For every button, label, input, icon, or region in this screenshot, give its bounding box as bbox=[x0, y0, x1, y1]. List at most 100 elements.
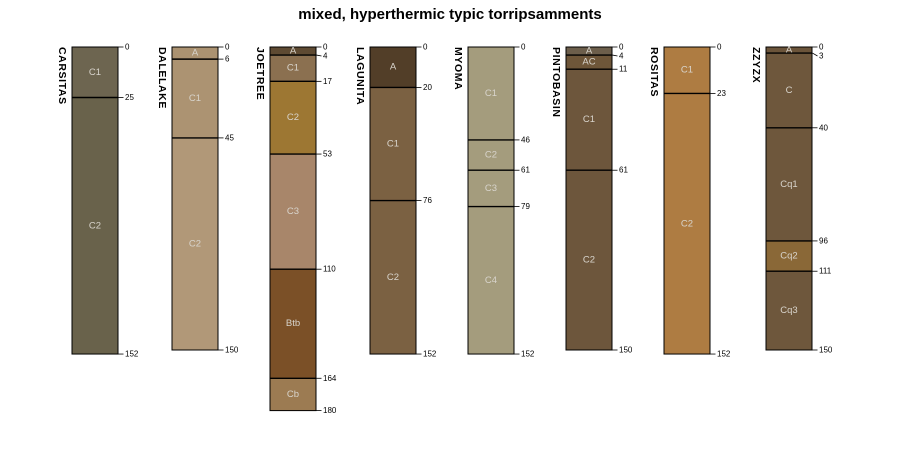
depth-tick-label: 23 bbox=[717, 89, 726, 98]
horizon-rect bbox=[270, 55, 316, 82]
profile-name-label: ZZYZX bbox=[750, 47, 762, 83]
depth-tick-label: 4 bbox=[619, 52, 624, 61]
horizon-label: AC bbox=[582, 57, 595, 68]
horizon-label: C1 bbox=[387, 138, 399, 149]
depth-tick-label: 152 bbox=[521, 350, 535, 359]
depth-tick-label: 76 bbox=[423, 196, 432, 205]
horizon-label: C2 bbox=[681, 218, 693, 229]
horizon-rect bbox=[270, 47, 316, 56]
depth-tick-label: 0 bbox=[521, 43, 526, 52]
horizon-label: C2 bbox=[583, 255, 595, 266]
depth-tick-label: 150 bbox=[619, 346, 633, 355]
profile-column-outline bbox=[467, 46, 515, 355]
horizon-rect bbox=[270, 81, 316, 155]
horizon-label: C2 bbox=[387, 272, 399, 283]
horizon-label: C1 bbox=[485, 88, 497, 99]
depth-tick-label: 180 bbox=[323, 406, 337, 415]
horizon-label: Btb bbox=[286, 318, 300, 329]
profile-lagunita: A C1 C2 0 20 76 152 LAGUNITA bbox=[354, 43, 437, 359]
horizon-label: C bbox=[786, 85, 793, 96]
depth-tick-label: 0 bbox=[819, 43, 824, 52]
horizon-label: A bbox=[192, 48, 199, 59]
profile-column-outline bbox=[765, 46, 813, 351]
horizon-rect bbox=[766, 271, 812, 350]
horizon-rect bbox=[172, 47, 218, 60]
depth-tick-label: 0 bbox=[423, 43, 428, 52]
horizon-label: A bbox=[290, 46, 297, 57]
horizon-rect bbox=[664, 93, 710, 355]
depth-tick-label: 61 bbox=[521, 166, 530, 175]
depth-tick-label: 96 bbox=[819, 236, 828, 245]
horizon-rect bbox=[664, 47, 710, 94]
profile-column-outline bbox=[71, 46, 119, 355]
horizon-label: C2 bbox=[189, 238, 201, 249]
depth-tick-label: 6 bbox=[225, 55, 230, 64]
horizon-rect bbox=[566, 69, 612, 171]
horizon-label: Cq1 bbox=[780, 179, 797, 190]
depth-tick-line bbox=[812, 52, 818, 57]
horizon-rect bbox=[468, 206, 514, 355]
depth-tick-line bbox=[612, 54, 618, 57]
profile-name-label: CARSITAS bbox=[56, 47, 68, 105]
horizon-label: C4 bbox=[485, 275, 497, 286]
depth-tick-label: 152 bbox=[423, 350, 437, 359]
depth-tick-label: 0 bbox=[717, 43, 722, 52]
horizon-rect bbox=[370, 47, 416, 88]
horizon-rect bbox=[370, 200, 416, 355]
depth-tick-label: 0 bbox=[323, 43, 328, 52]
depth-tick-label: 0 bbox=[225, 43, 230, 52]
depth-tick-label: 46 bbox=[521, 135, 530, 144]
depth-tick-label: 111 bbox=[819, 267, 832, 276]
horizon-rect bbox=[566, 55, 612, 70]
profile-column-outline bbox=[565, 46, 613, 351]
profile-dalelake: A C1 C2 0 6 45 150 DALELAKE bbox=[156, 43, 239, 355]
profile-pintobasin: AAC C1 C2 04 11 61 150 PINTOBASIN bbox=[550, 43, 633, 355]
depth-tick-label: 4 bbox=[323, 52, 328, 61]
horizon-rect bbox=[468, 139, 514, 171]
horizon-label: A bbox=[786, 45, 793, 56]
profile-column-outline bbox=[663, 46, 711, 355]
horizon-rect bbox=[270, 154, 316, 270]
depth-tick-label: 0 bbox=[125, 43, 130, 52]
depth-tick-label: 164 bbox=[323, 374, 337, 383]
profile-name-label: PINTOBASIN bbox=[550, 47, 562, 118]
horizon-rect bbox=[766, 53, 812, 128]
profile-name-label: ROSITAS bbox=[648, 47, 660, 97]
horizon-rect bbox=[468, 170, 514, 207]
depth-tick-label: 0 bbox=[619, 43, 624, 52]
depth-tick-label: 152 bbox=[125, 350, 139, 359]
depth-tick-label: 3 bbox=[819, 52, 824, 61]
depth-tick-label: 17 bbox=[323, 77, 332, 86]
depth-tick-line bbox=[316, 54, 322, 57]
depth-tick-label: 110 bbox=[323, 265, 336, 274]
depth-tick-label: 25 bbox=[125, 93, 134, 102]
profile-myoma: C1 C2 C3 C4 0 46 61 79 152 MYOMA bbox=[452, 43, 535, 359]
depth-tick-label: 53 bbox=[323, 150, 332, 159]
horizon-rect bbox=[172, 59, 218, 138]
horizon-rect bbox=[566, 47, 612, 56]
horizon-label: A bbox=[390, 62, 397, 73]
horizon-label: C3 bbox=[485, 183, 497, 194]
depth-tick-label: 61 bbox=[619, 166, 628, 175]
horizon-label: C1 bbox=[189, 93, 201, 104]
profile-zzyzx: A C Cq1 Cq2 Cq3 03 40 96 111 150 ZZYZX bbox=[750, 43, 833, 355]
profile-name-label: LAGUNITA bbox=[354, 47, 366, 105]
horizon-rect bbox=[172, 137, 218, 350]
chart-title: mixed, hyperthermic typic torripsamments bbox=[298, 6, 602, 23]
depth-tick-label: 79 bbox=[521, 202, 530, 211]
horizon-rect bbox=[766, 240, 812, 272]
horizon-label: Cq2 bbox=[780, 251, 797, 262]
profile-name-label: JOETREE bbox=[254, 47, 266, 100]
profile-column-outline bbox=[171, 46, 219, 351]
profile-name-label: DALELAKE bbox=[156, 47, 168, 109]
horizon-label: C2 bbox=[287, 112, 299, 123]
profile-column-outline bbox=[269, 46, 317, 412]
horizon-rect bbox=[766, 127, 812, 241]
depth-tick-label: 150 bbox=[225, 346, 239, 355]
profile-carsitas: C1 C2 0 25 152 CARSITAS bbox=[56, 43, 139, 359]
depth-tick-label: 152 bbox=[717, 350, 731, 359]
depth-tick-label: 11 bbox=[619, 65, 628, 74]
horizon-label: Cb bbox=[287, 389, 299, 400]
